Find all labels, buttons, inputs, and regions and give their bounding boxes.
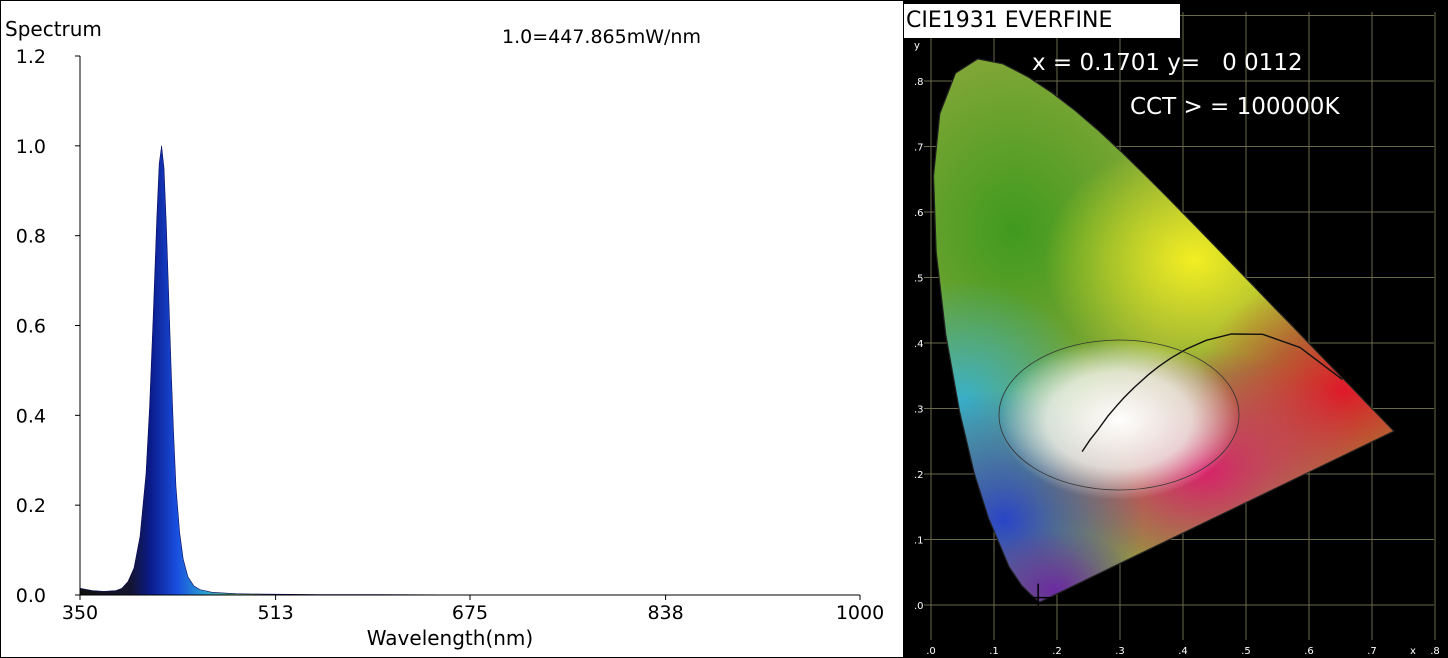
cie-title: CIE1931 EVERFINE bbox=[904, 4, 1180, 38]
planckian-locus bbox=[1081, 333, 1343, 452]
chromaticity-readout: x = 0.1701 y= 0 0112 bbox=[1032, 50, 1303, 76]
cie-y-axis-label: y bbox=[914, 40, 920, 51]
y-tick-label: 1.0 bbox=[16, 136, 46, 158]
cie-y-tick-label: .4 bbox=[914, 339, 924, 350]
cie-y-tick-label: .7 bbox=[914, 143, 924, 154]
cie-y-tick-label: .5 bbox=[914, 274, 924, 285]
cie-x-tick-label: .0 bbox=[926, 646, 936, 657]
cie-x-tick-label: .7 bbox=[1367, 646, 1377, 657]
cie-x-tick-label: .1 bbox=[989, 646, 999, 657]
y-tick-label: 0.6 bbox=[16, 316, 46, 338]
x-tick-label: 675 bbox=[452, 602, 488, 624]
y-tick-label: 0.8 bbox=[16, 226, 46, 248]
scale-annotation: 1.0=447.865mW/nm bbox=[502, 26, 701, 48]
y-tick-label: 0.4 bbox=[16, 405, 46, 427]
cie-y-tick-label: .8 bbox=[914, 77, 924, 88]
cie-diagram: .0 .1 .2 .3 .4 .5 .6 .7 x .8 .0 .1 .2 .3 .4 .5 .6 .7 .8 y bbox=[914, 12, 1440, 657]
cie-x-tick-label: .8 bbox=[1430, 646, 1440, 657]
cie-y-tick-label: .1 bbox=[914, 536, 924, 547]
x-axis-label: Wavelength(nm) bbox=[367, 626, 533, 650]
cie-x-tick-label: .3 bbox=[1115, 646, 1125, 657]
cie-x-tick-label: .4 bbox=[1178, 646, 1188, 657]
cie-x-tick-label: x bbox=[1410, 646, 1416, 657]
y-tick-label: 0.2 bbox=[16, 495, 46, 517]
spectrum-area bbox=[79, 145, 860, 596]
cie-y-tick-label: .0 bbox=[914, 601, 924, 612]
y-tick-label: 0.0 bbox=[16, 585, 46, 607]
cie-x-tick-label: .6 bbox=[1304, 646, 1314, 657]
spectral-locus bbox=[932, 58, 1395, 603]
white-region-outline bbox=[998, 339, 1240, 491]
x-tick-label: 513 bbox=[257, 602, 293, 624]
cie-x-tick-label: .2 bbox=[1052, 646, 1062, 657]
cie1931-chart: .0 .1 .2 .3 .4 .5 .6 .7 x .8 .0 .1 .2 .3 .4 .5 .6 .7 .8 y C… bbox=[903, 0, 1448, 658]
x-tick-label: 1000 bbox=[836, 602, 884, 624]
x-tick-label: 838 bbox=[647, 602, 683, 624]
spectrum-chart: 350 513 675 838 1000 0.0 0.2 0.4 0.6 0.8 1.0 1.2 Sp… bbox=[5, 17, 884, 650]
y-axis-label: Spectrum bbox=[5, 17, 102, 41]
cie-y-tick-label: .3 bbox=[914, 405, 924, 416]
cie-x-tick-label: .5 bbox=[1241, 646, 1251, 657]
spectrum-plot: 350 513 675 838 1000 0.0 0.2 0.4 0.6 0.8 1.0 1.2 Sp… bbox=[5, 17, 884, 650]
cct-readout: CCT > = 100000K bbox=[1130, 94, 1340, 120]
x-tick-label: 350 bbox=[62, 602, 98, 624]
cie-y-tick-label: .2 bbox=[914, 470, 924, 481]
y-tick-label: 1.2 bbox=[16, 46, 46, 68]
cie-y-tick-label: .6 bbox=[914, 208, 924, 219]
